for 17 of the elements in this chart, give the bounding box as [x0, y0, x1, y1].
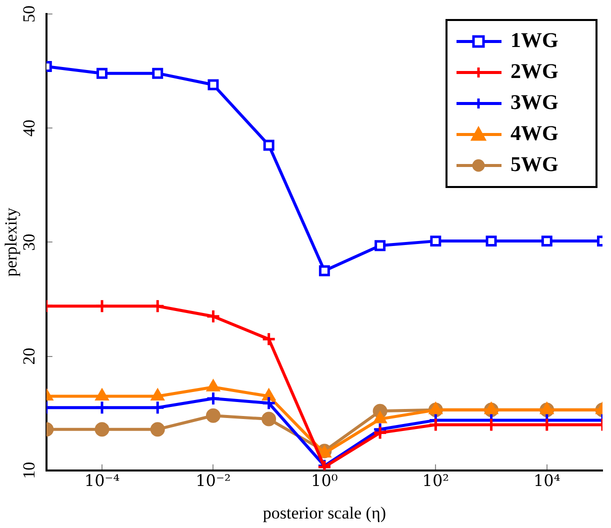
y-axis-title: perplexity [2, 207, 21, 277]
legend-label: 1WG [510, 28, 558, 52]
x-tick-label: 10⁰ [311, 471, 338, 490]
x-tick-label: 10² [422, 471, 450, 490]
legend-label: 3WG [510, 90, 558, 114]
legend-label: 2WG [510, 58, 558, 83]
x-tick-label: 10⁻² [196, 471, 231, 490]
y-tick-label: 20 [19, 348, 38, 365]
legend-label: 5WG [510, 152, 558, 176]
x-tick-label: 10⁻⁴ [84, 471, 120, 490]
y-tick-label: 50 [19, 6, 38, 22]
y-tick-label: 40 [19, 120, 38, 137]
legend-label: 4WG [510, 120, 558, 145]
y-tick-label: 10 [19, 462, 38, 479]
x-axis-title: posterior scale (η) [262, 503, 386, 522]
x-tick-label: 10⁴ [534, 471, 560, 490]
y-tick-label: 30 [19, 234, 38, 251]
